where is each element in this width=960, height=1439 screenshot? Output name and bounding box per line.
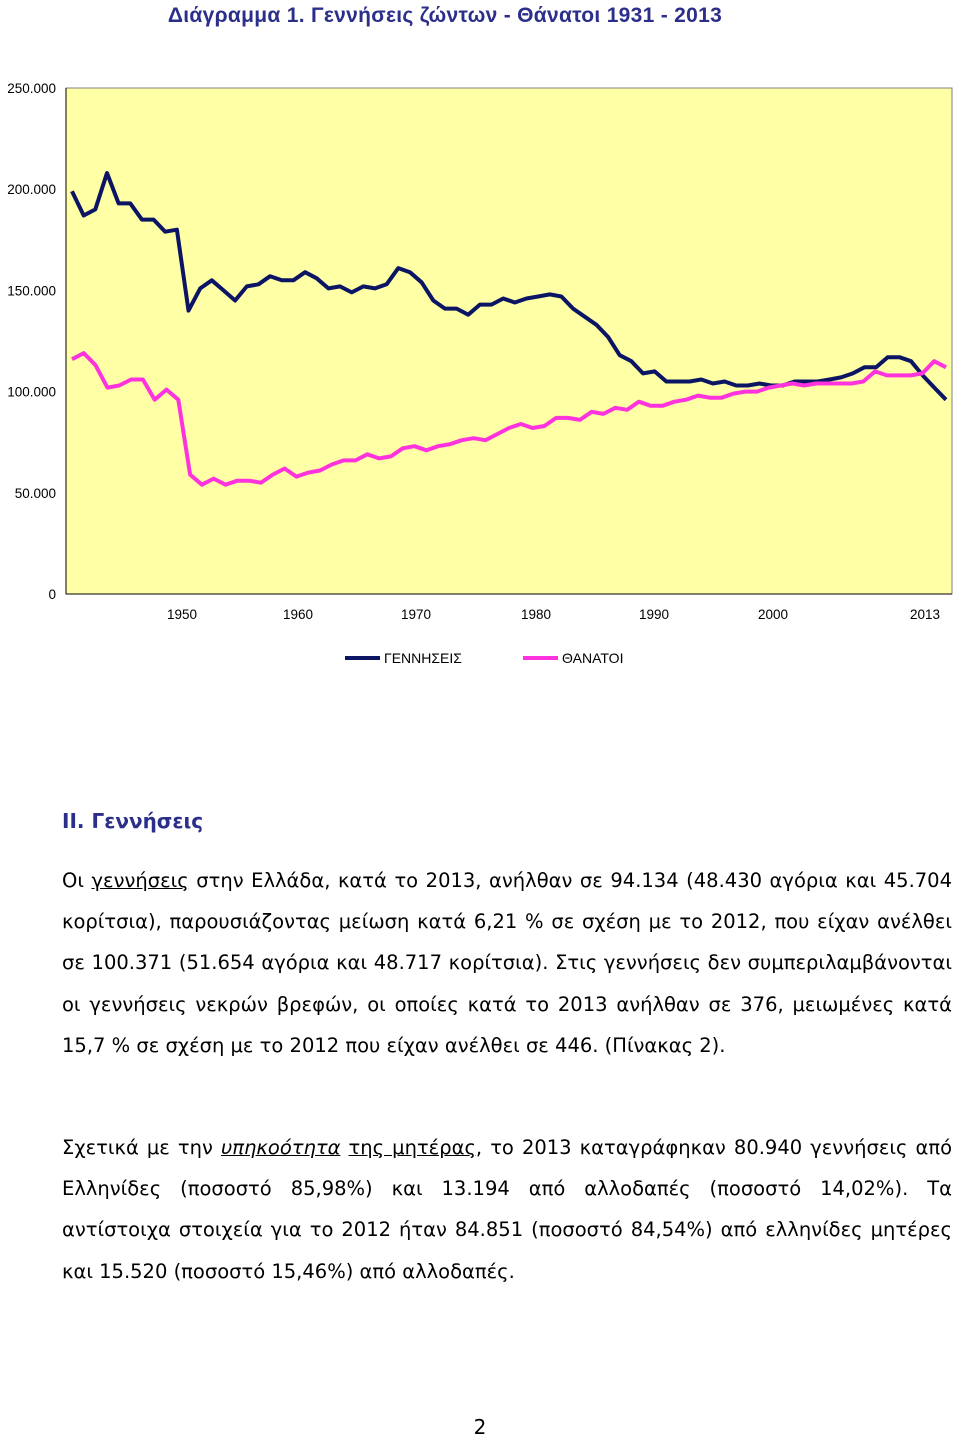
x-tick-labels: 1950 1960 1970 1980 1990 2000 2013 (167, 607, 940, 622)
paragraph-births: Οι γεννήσεις στην Ελλάδα, κατά το 2013, … (62, 860, 952, 1066)
births-link[interactable]: γεννήσεις (91, 869, 189, 892)
series-line-births (70, 171, 948, 402)
x-tick-label: 1970 (401, 607, 431, 622)
nationality-link[interactable]: υπηκοότητα (221, 1136, 341, 1159)
plot-area (65, 87, 953, 595)
x-tick-label: 1980 (521, 607, 551, 622)
series-line-deaths (71, 351, 947, 487)
line-chart: 250.000 200.000 150.000 100.000 50.000 0 1950… (7, 81, 953, 666)
y-tick-label: 50.000 (15, 486, 56, 501)
x-tick-label: 1990 (639, 607, 669, 622)
y-tick-label: 100.000 (7, 385, 56, 400)
y-tick-label: 200.000 (7, 182, 56, 197)
x-tick-label: 2000 (758, 607, 788, 622)
legend-label-births: ΓΕΝΝΗΣΕΙΣ (384, 650, 462, 666)
page-number: 2 (473, 1415, 487, 1439)
chart-title: Διάγραμμα 1. Γεννήσεις ζώντων - Θάνατοι … (167, 4, 723, 27)
x-tick-label: 1960 (283, 607, 313, 622)
x-tick-label: 2013 (910, 607, 940, 622)
mother-link[interactable]: της μητέρας (348, 1136, 476, 1159)
y-tick-label: 150.000 (7, 283, 56, 298)
section-heading: II. Γεννήσεις (62, 809, 204, 833)
series-lines (70, 171, 948, 487)
x-tick-label: 1950 (167, 607, 197, 622)
y-tick-labels: 250.000 200.000 150.000 100.000 50.000 0 (7, 81, 56, 602)
paragraph-nationality-before: Σχετικά με την (62, 1136, 222, 1159)
legend-label-deaths: ΘΑΝΑΤΟΙ (562, 650, 623, 666)
paragraph-births-text: στην Ελλάδα, κατά το 2013, ανήλθαν σε 94… (62, 869, 952, 1057)
legend: ΓΕΝΝΗΣΕΙΣ ΘΑΝΑΤΟΙ (345, 650, 623, 666)
y-tick-label: 250.000 (7, 81, 56, 96)
paragraph-nationality-after: , το 2013 καταγράφηκαν 80.940 γεννήσεις … (62, 1136, 953, 1283)
paragraph-nationality: Σχετικά με την υπηκοότητα της μητέρας, τ… (62, 1127, 952, 1292)
paragraph-births-start: Οι (62, 869, 92, 892)
y-tick-label: 0 (48, 587, 56, 602)
